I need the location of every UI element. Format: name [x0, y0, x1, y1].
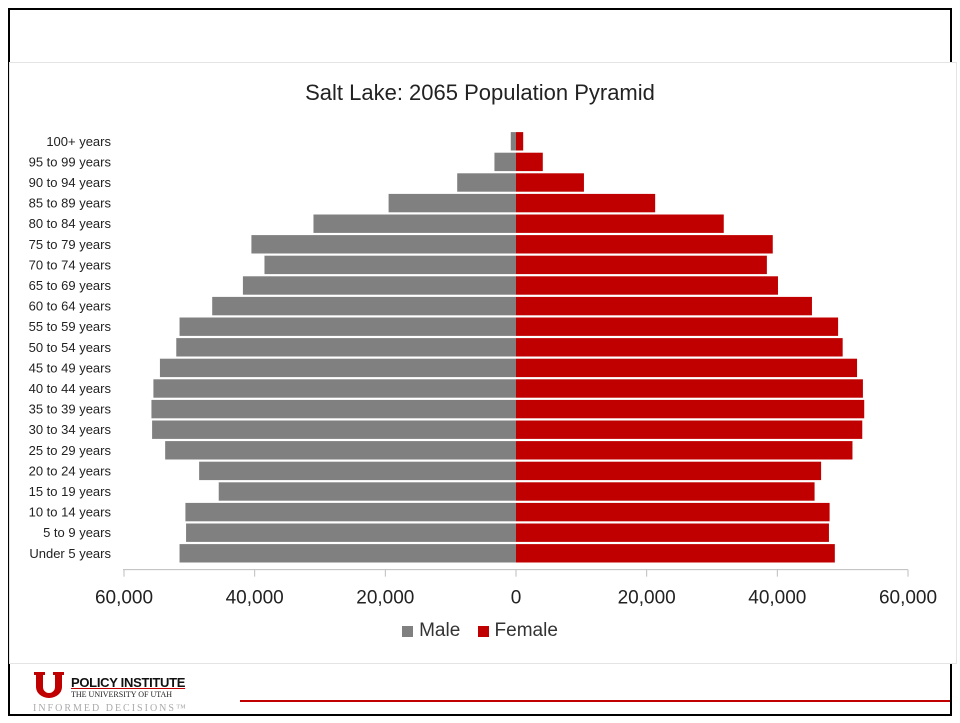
bar-female [516, 544, 835, 563]
category-label: 15 to 19 years [29, 484, 112, 499]
bar-female [516, 235, 773, 254]
bar-female [516, 317, 839, 336]
x-tick-label: 60,000 [95, 588, 153, 609]
bar-female [516, 132, 524, 151]
bar-female [516, 276, 778, 295]
bar-male [218, 482, 516, 501]
bar-male [510, 132, 516, 151]
category-label: 20 to 24 years [29, 463, 112, 478]
bar-female [516, 379, 863, 398]
bar-female [516, 523, 829, 542]
legend-item-male: Male [402, 620, 460, 642]
bar-female [516, 502, 830, 522]
bar-male [212, 296, 516, 316]
bar-male [313, 214, 516, 233]
category-label: 65 to 69 years [29, 278, 112, 293]
policy-institute-logo: POLICY INSTITUTE THE UNIVERSITY OF UTAH … [33, 669, 233, 719]
category-label: 25 to 29 years [29, 443, 112, 458]
bar-female [516, 399, 865, 419]
bar-female [516, 420, 863, 439]
legend-item-female: Female [477, 620, 558, 642]
category-label: 40 to 44 years [29, 381, 112, 396]
logo-university: THE UNIVERSITY OF UTAH [71, 690, 173, 699]
legend-label-female: Female [494, 620, 558, 641]
bar-male [179, 317, 517, 336]
x-tick-label: 20,000 [356, 588, 414, 609]
bar-male [199, 461, 516, 481]
category-label: 70 to 74 years [29, 257, 112, 272]
category-label: 45 to 49 years [29, 360, 112, 375]
chart-legend: Male Female [0, 620, 960, 643]
bar-male [494, 152, 516, 172]
bar-male [264, 255, 516, 275]
bar-male [165, 441, 516, 460]
bar-female [516, 358, 858, 378]
category-label: 100+ years [46, 134, 111, 149]
category-label: 90 to 94 years [29, 175, 112, 190]
bar-male [242, 276, 516, 295]
category-label: 30 to 34 years [29, 422, 112, 437]
bar-female [516, 338, 843, 357]
bar-male [152, 420, 517, 439]
category-label: 10 to 14 years [29, 505, 112, 520]
x-tick-label: 40,000 [748, 588, 806, 609]
x-tick-label: 40,000 [226, 588, 284, 609]
bar-female [516, 255, 767, 275]
bar-male [457, 173, 516, 192]
category-label: 60 to 64 years [29, 299, 112, 314]
bar-female [516, 152, 543, 172]
bar-male [153, 379, 516, 398]
bar-male [388, 193, 516, 213]
category-label: 85 to 89 years [29, 196, 112, 211]
category-label: 5 to 9 years [43, 525, 111, 540]
category-label: 50 to 54 years [29, 340, 112, 355]
category-label: 55 to 59 years [29, 319, 112, 334]
x-tick-label: 60,000 [879, 588, 937, 609]
footer-rule [240, 700, 950, 702]
bar-female [516, 482, 815, 501]
legend-label-male: Male [419, 620, 461, 641]
category-label: 80 to 84 years [29, 216, 112, 231]
bar-female [516, 173, 584, 192]
category-label: 75 to 79 years [29, 237, 112, 252]
legend-swatch-female [477, 625, 489, 637]
bar-male [251, 235, 516, 254]
bar-male [159, 358, 516, 378]
logo-tagline: INFORMED DECISIONS™ [33, 703, 188, 714]
bar-male [179, 544, 517, 563]
x-tick-label: 20,000 [618, 588, 676, 609]
logo-org-name: POLICY INSTITUTE [71, 675, 186, 690]
bar-male [176, 338, 516, 357]
university-u-logo-icon [34, 672, 64, 698]
chart-title: Salt Lake: 2065 Population Pyramid [305, 80, 655, 105]
x-tick-label: 0 [511, 588, 522, 609]
bar-male [186, 523, 517, 542]
category-label: Under 5 years [29, 546, 111, 561]
bar-male [151, 399, 516, 419]
bar-male [185, 502, 516, 522]
category-label: 95 to 99 years [29, 154, 112, 169]
legend-swatch-male [402, 625, 414, 637]
bar-female [516, 441, 853, 460]
bar-female [516, 214, 724, 233]
bar-female [516, 461, 822, 481]
bar-female [516, 296, 812, 316]
bar-female [516, 193, 656, 213]
category-label: 35 to 39 years [29, 402, 112, 417]
